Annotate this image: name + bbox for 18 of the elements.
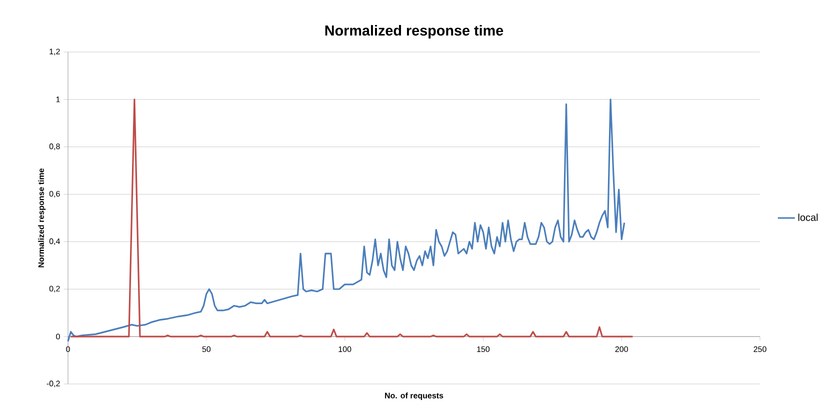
chart-title: Normalized response time [325,25,504,38]
x-tick-label: 250 [754,346,766,352]
y-axis-title: Normalized response time [38,168,46,268]
y-tick-label: 0,2 [49,286,60,292]
x-axis-title: No. of requests [385,392,444,400]
y-tick-label: 0,4 [49,238,60,246]
x-tick-label: 100 [338,346,352,352]
y-tick-label: 0 [56,334,60,340]
legend-label: local [798,214,818,221]
y-tick-label: 0,6 [49,190,60,198]
y-tick-label: 1 [56,96,60,102]
x-tick-label: 150 [477,346,490,352]
x-tick-label: 0 [66,346,70,352]
x-tick-label: 50 [202,346,211,352]
y-tick-label: 1,2 [50,48,60,56]
y-tick-label: -0,2 [46,380,60,388]
y-tick-label: 0,8 [49,144,60,150]
x-tick-label: 200 [615,346,628,352]
